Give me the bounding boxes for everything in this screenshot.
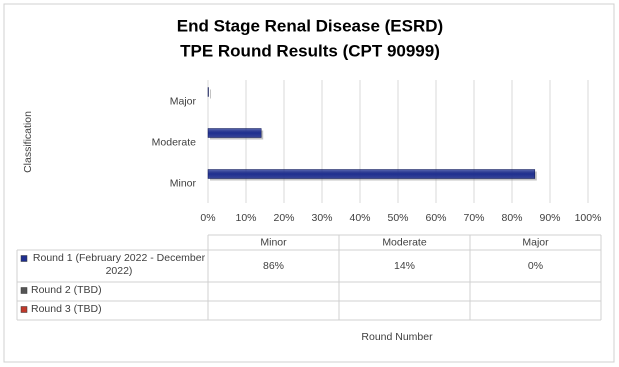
legend-swatch	[20, 287, 28, 294]
legend-label-box: Round 3 (TBD)	[31, 303, 102, 315]
y-axis-label: Classification	[22, 111, 34, 173]
legend-swatch	[20, 255, 28, 262]
y-tick-label: Minor	[170, 177, 197, 189]
legend-swatch	[20, 306, 28, 313]
x-tick-label: 60%	[425, 212, 446, 224]
x-tick-label: 80%	[501, 212, 522, 224]
x-tick-label: 40%	[349, 212, 370, 224]
x-tick-label: 90%	[539, 212, 560, 224]
table-header: Minor	[260, 236, 287, 248]
x-tick-label: 70%	[463, 212, 484, 224]
table-header: Major	[522, 236, 549, 248]
legend-label: Round 2 (TBD)	[31, 284, 102, 296]
chart-title: End Stage Renal Disease (ESRD)	[177, 16, 443, 35]
x-tick-label: 0%	[200, 212, 215, 224]
x-tick-label: 10%	[235, 212, 256, 224]
x-axis-label: Round Number	[361, 331, 433, 343]
bar	[207, 128, 262, 138]
legend-label: Round 3 (TBD)	[31, 303, 102, 315]
x-tick-label: 30%	[311, 212, 332, 224]
bar-shadow	[210, 89, 211, 99]
y-tick-label: Major	[170, 95, 197, 107]
y-tick-label: Moderate	[152, 136, 197, 148]
table-value: 86%	[263, 260, 284, 272]
x-tick-label: 50%	[387, 212, 408, 224]
table-header: Moderate	[382, 236, 427, 248]
legend-label: Round 1 (February 2022 - December 2022)	[32, 252, 206, 277]
x-tick-label: 20%	[273, 212, 294, 224]
table-value: 0%	[528, 260, 543, 272]
table-value: 14%	[394, 260, 415, 272]
bar	[207, 169, 536, 179]
legend-label-box: Round 1 (February 2022 - December 2022)	[32, 252, 206, 277]
x-tick-label: 100%	[575, 212, 602, 224]
chart-title: TPE Round Results (CPT 90999)	[180, 41, 440, 60]
bar	[207, 87, 209, 97]
legend-label-box: Round 2 (TBD)	[31, 284, 102, 296]
